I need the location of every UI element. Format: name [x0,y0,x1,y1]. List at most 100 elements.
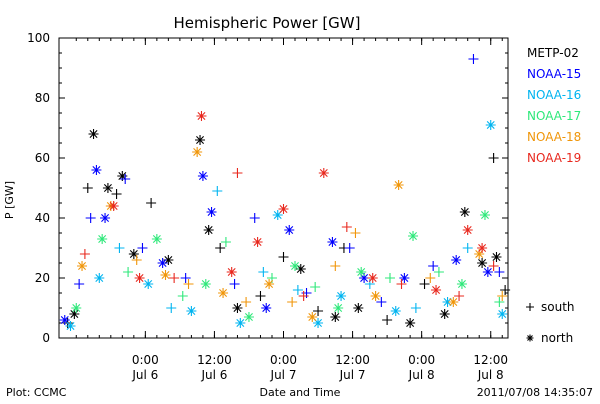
legend-entry: NOAA-17 [527,109,581,123]
data-point-north [456,279,467,289]
data-point-north [307,312,318,322]
data-point-south [497,291,508,301]
data-point-south [330,261,341,271]
data-point-north [295,264,306,274]
x-tick-day-label: Jul 7 [270,368,297,382]
data-point-north [313,318,324,328]
chart-title: Hemispheric Power [GW] [174,14,361,32]
data-point-north [390,306,401,316]
data-point-north [91,165,102,175]
series-noaa-17 [71,210,505,322]
x-tick-time-label: 0:00 [270,353,297,367]
data-point-south [85,213,96,223]
data-point-north [497,309,508,319]
data-point-north [100,213,111,223]
x-axis-label: Date and Time [260,386,341,399]
data-point-south [229,279,240,289]
data-point-north [143,279,154,289]
data-point-south [82,183,93,193]
data-point-north [71,303,82,313]
data-point-south [488,261,499,271]
data-point-north [431,285,442,295]
data-point-north [77,261,88,271]
data-point-north [405,318,416,328]
legend-entry: NOAA-15 [527,67,581,81]
y-tick-label: 100 [27,31,50,45]
data-point-south [255,291,266,301]
data-point-north [442,297,453,307]
data-point-north [448,297,459,307]
data-point-north [206,207,217,217]
data-point-north [439,309,450,319]
data-point-south [79,249,90,259]
data-point-south [468,54,479,64]
data-point-north [102,183,113,193]
data-point-south [249,213,260,223]
data-point-north [261,303,272,313]
data-point-south [183,279,194,289]
data-point-south [120,174,131,184]
data-point-north [128,249,139,259]
data-points [59,54,511,331]
data-point-north [157,258,168,268]
data-point-north [226,267,237,277]
x-tick-day-label: Jul 6 [200,368,227,382]
series-noaa-15 [59,54,505,325]
data-point-north [479,210,490,220]
data-point-north [160,270,171,280]
data-point-north [284,225,295,235]
marker-key-south-symbol [526,303,534,311]
data-point-north [330,312,341,322]
x-tick-day-label: Jul 6 [131,368,158,382]
data-point-south [177,291,188,301]
y-tick-label: 80 [35,91,50,105]
data-point-south [137,243,148,253]
data-point-south [292,285,303,295]
data-point-south [396,279,407,289]
data-point-north [232,303,243,313]
data-point-south [433,267,444,277]
legend-entry: NOAA-16 [527,88,581,102]
data-point-north [459,207,470,217]
y-tick-label: 40 [35,211,50,225]
data-point-south [123,267,134,277]
plot-timestamp: 2011/07/08 14:35:07 [477,386,593,399]
data-point-north [318,168,329,178]
data-point-south [180,273,191,283]
data-point-north [218,288,229,298]
data-point-north [393,180,404,190]
data-point-north [462,225,473,235]
y-tick-label: 20 [35,271,50,285]
data-point-north [163,255,174,265]
y-axis-label: P [GW] [3,181,16,219]
data-point-north [491,252,502,262]
data-point-south [169,273,180,283]
data-point-north [59,315,70,325]
y-tick-label: 0 [42,331,50,345]
data-point-south [384,273,395,283]
data-point-north [356,267,367,277]
data-point-north [252,237,263,247]
marker-key-north-symbol [526,334,534,342]
data-point-south [258,267,269,277]
legend-entry: METP-02 [527,46,579,60]
data-point-north [477,243,488,253]
data-point-north [399,273,410,283]
data-point-south [111,189,122,199]
marker-key: south north [526,300,575,345]
data-point-north [370,291,381,301]
data-point-south [382,315,393,325]
data-point-south [344,243,355,253]
x-tick-day-label: Jul 7 [339,368,366,382]
data-point-south [241,297,252,307]
series-noaa-18 [77,147,508,322]
x-tick-day-label: Jul 8 [408,368,435,382]
data-point-south [425,273,436,283]
data-point-north [197,171,208,181]
data-point-north [65,321,76,331]
x-tick-time-label: 0:00 [408,353,435,367]
data-point-south [131,255,142,265]
data-point-south [494,267,505,277]
data-point-north [243,312,254,322]
